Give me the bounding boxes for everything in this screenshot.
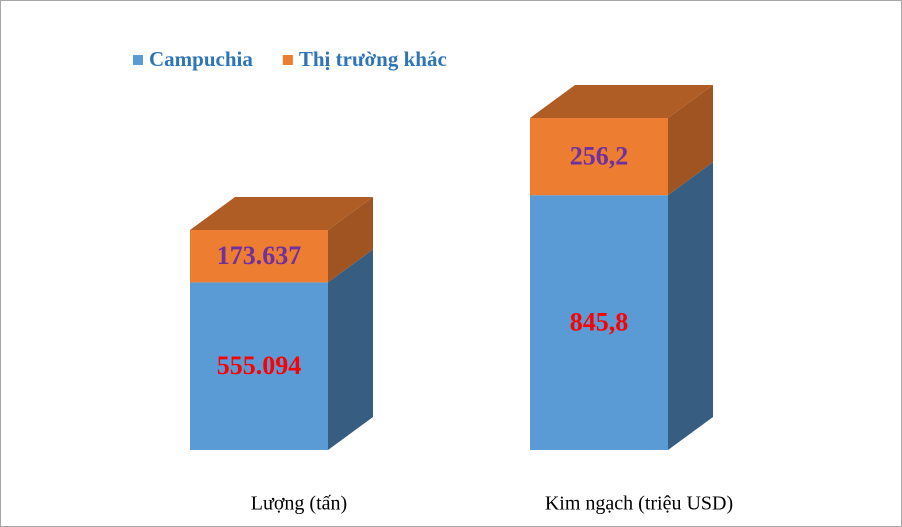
x-tick-label: Lượng (tấn) [251,493,347,515]
value-label: 173.637 [217,241,302,270]
legend-swatch [133,55,143,65]
bar-side [328,197,373,283]
bar-segment [190,282,328,450]
bar-side [668,85,713,196]
value-label: 845,8 [570,308,629,337]
legend-label: Campuchia [149,47,253,71]
bar-side [328,249,373,450]
bar-side [668,162,713,450]
bar-top [530,85,713,118]
legend-label: Thị trường khác [299,47,447,71]
bar-segment [190,230,328,283]
bar-top [190,197,373,230]
legend-swatch [282,55,293,65]
value-label: 256,2 [570,142,629,171]
bar-segment [530,195,668,450]
bar-segment [530,118,668,196]
x-tick-label: Kim ngạch (triệu USD) [545,493,733,515]
value-label: 555.094 [217,351,302,380]
